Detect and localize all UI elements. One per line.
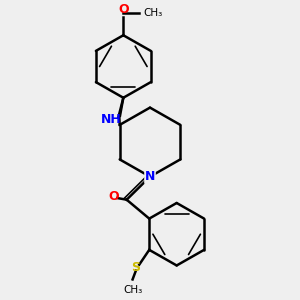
Text: CH₃: CH₃	[143, 8, 163, 18]
Text: CH₃: CH₃	[123, 285, 142, 296]
Text: O: O	[108, 190, 119, 203]
Text: N: N	[145, 170, 155, 183]
Text: S: S	[131, 261, 140, 274]
Text: NH: NH	[101, 112, 122, 126]
Text: O: O	[118, 2, 129, 16]
